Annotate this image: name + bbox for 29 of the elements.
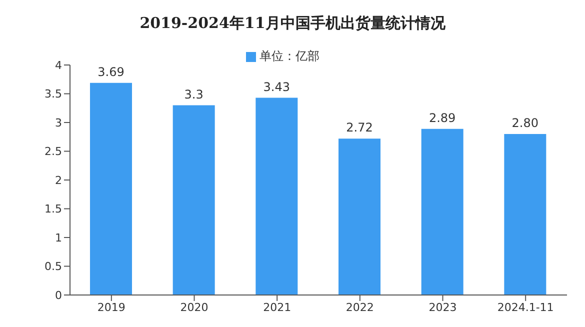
y-tick-label: 3.5 — [44, 88, 62, 101]
data-label: 2.80 — [512, 116, 539, 130]
data-label: 3.43 — [263, 80, 290, 94]
bar — [504, 134, 546, 295]
x-tick-label: 2019 — [97, 300, 126, 314]
data-label: 3.3 — [184, 87, 204, 102]
data-label: 3.69 — [98, 64, 124, 79]
y-tick-label: 0.5 — [44, 260, 62, 274]
x-tick-label: 2020 — [180, 300, 208, 314]
bar — [256, 98, 298, 295]
bar — [338, 138, 380, 295]
bar — [90, 82, 132, 295]
chart-title: 2019-2024年11月中国手机出货量统计情况 — [138, 13, 446, 34]
data-label: 2.89 — [428, 110, 456, 125]
y-tick-label: 3 — [55, 116, 62, 130]
y-tick-label: 0 — [55, 288, 62, 302]
x-tick-label: 2024.1-11 — [497, 300, 554, 314]
y-tick-label: 2 — [55, 174, 62, 187]
data-label: 2.72 — [346, 120, 373, 135]
x-tick-label: 2023 — [428, 300, 457, 314]
x-tick-label: 2022 — [346, 300, 374, 314]
y-tick-label: 1 — [55, 231, 62, 244]
bar — [172, 105, 215, 295]
x-tick-label: 2021 — [263, 300, 292, 314]
legend-label: 单位：亿部 — [260, 49, 320, 63]
y-tick-label: 1.5 — [44, 202, 62, 216]
y-tick-label: 2.5 — [44, 145, 62, 158]
bar — [421, 128, 464, 295]
y-tick-label: 4 — [55, 58, 62, 72]
